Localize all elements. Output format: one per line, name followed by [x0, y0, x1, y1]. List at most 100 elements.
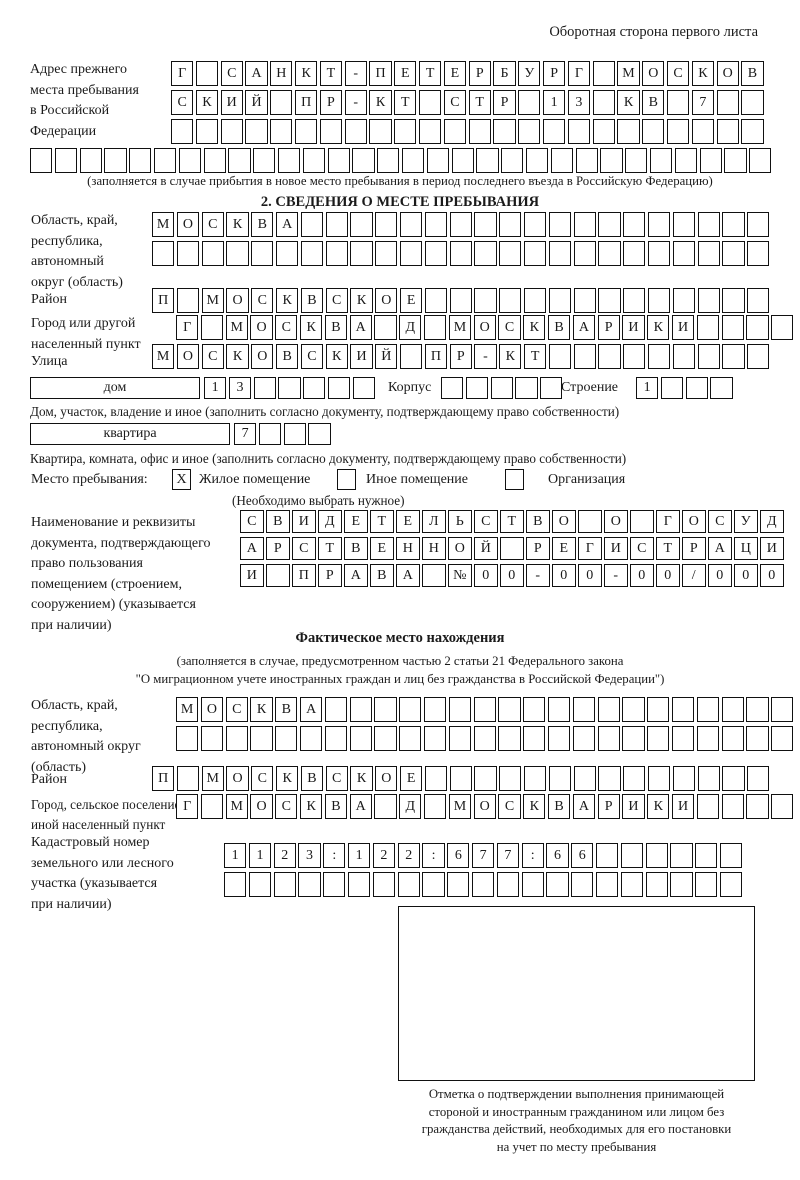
input-cell[interactable] — [399, 726, 422, 751]
input-cell[interactable]: 0 — [500, 564, 524, 587]
input-cell[interactable]: Д — [399, 315, 422, 340]
input-cell[interactable] — [647, 344, 671, 369]
input-cell[interactable]: В — [547, 794, 571, 819]
input-cell[interactable]: 0 — [474, 564, 498, 587]
input-cell[interactable]: 0 — [708, 564, 732, 587]
input-cell[interactable] — [722, 212, 745, 237]
input-cell[interactable] — [277, 148, 301, 173]
input-cell[interactable] — [449, 766, 472, 791]
input-cell[interactable]: 0 — [630, 564, 654, 587]
input-cell[interactable] — [716, 119, 739, 144]
input-cell[interactable] — [722, 241, 745, 266]
input-cell[interactable]: В — [300, 288, 324, 313]
input-cell[interactable] — [372, 872, 396, 897]
korpus-row[interactable] — [441, 377, 565, 399]
input-cell[interactable]: О — [200, 697, 224, 722]
cadastral-row-2[interactable] — [224, 872, 745, 897]
input-cell[interactable] — [399, 212, 423, 237]
input-cell[interactable] — [523, 212, 547, 237]
input-cell[interactable] — [350, 212, 373, 237]
input-cell[interactable]: М — [176, 697, 199, 722]
input-cell[interactable] — [623, 241, 646, 266]
input-cell[interactable] — [474, 766, 497, 791]
input-cell[interactable]: : — [323, 843, 346, 868]
input-cell[interactable]: В — [300, 766, 324, 791]
input-cell[interactable] — [251, 241, 274, 266]
input-cell[interactable]: П — [152, 288, 175, 313]
input-cell[interactable]: Р — [318, 564, 342, 587]
input-cell[interactable]: / — [682, 564, 706, 587]
input-cell[interactable] — [719, 872, 743, 897]
input-cell[interactable] — [550, 148, 574, 173]
input-cell[interactable]: Г — [171, 61, 194, 86]
input-cell[interactable] — [622, 697, 645, 722]
input-cell[interactable] — [319, 119, 343, 144]
input-cell[interactable]: Е — [344, 510, 368, 533]
input-cell[interactable]: И — [760, 537, 784, 560]
input-cell[interactable]: С — [275, 315, 298, 340]
input-cell[interactable]: К — [325, 344, 348, 369]
input-cell[interactable] — [672, 288, 696, 313]
input-cell[interactable] — [195, 119, 219, 144]
input-cell[interactable]: В — [370, 564, 394, 587]
input-cell[interactable] — [176, 766, 200, 791]
input-cell[interactable]: Р — [597, 794, 620, 819]
input-cell[interactable]: А — [572, 794, 596, 819]
input-cell[interactable] — [595, 872, 619, 897]
input-cell[interactable]: М — [201, 288, 224, 313]
input-cell[interactable] — [630, 510, 654, 533]
input-cell[interactable] — [546, 872, 569, 897]
input-cell[interactable] — [671, 697, 695, 722]
input-cell[interactable] — [299, 726, 323, 751]
input-cell[interactable] — [129, 148, 152, 173]
input-cell[interactable] — [620, 843, 644, 868]
input-cell[interactable]: О — [642, 61, 665, 86]
input-cell[interactable] — [572, 697, 596, 722]
input-cell[interactable]: А — [708, 537, 732, 560]
input-cell[interactable]: А — [349, 794, 372, 819]
input-cell[interactable] — [573, 212, 596, 237]
input-cell[interactable]: 0 — [578, 564, 602, 587]
input-cell[interactable] — [595, 843, 619, 868]
input-cell[interactable]: К — [299, 794, 323, 819]
input-cell[interactable] — [548, 766, 572, 791]
input-cell[interactable]: И — [622, 315, 645, 340]
input-cell[interactable] — [741, 90, 764, 115]
input-cell[interactable]: К — [250, 697, 273, 722]
input-cell[interactable]: С — [325, 766, 348, 791]
input-cell[interactable] — [598, 766, 621, 791]
input-cell[interactable] — [443, 119, 467, 144]
input-cell[interactable] — [327, 377, 351, 399]
input-cell[interactable] — [600, 148, 623, 173]
input-cell[interactable] — [375, 212, 398, 237]
input-cell[interactable] — [721, 697, 744, 722]
input-cell[interactable]: С — [275, 794, 298, 819]
input-cell[interactable]: В — [324, 794, 348, 819]
input-cell[interactable] — [325, 241, 348, 266]
input-cell[interactable]: С — [251, 766, 274, 791]
input-cell[interactable]: Й — [474, 537, 498, 560]
input-cell[interactable] — [741, 119, 764, 144]
input-cell[interactable]: С — [220, 61, 243, 86]
input-cell[interactable] — [426, 148, 450, 173]
input-cell[interactable]: К — [275, 766, 299, 791]
input-cell[interactable] — [294, 119, 318, 144]
input-cell[interactable]: О — [250, 315, 273, 340]
input-cell[interactable] — [592, 119, 615, 144]
input-cell[interactable] — [178, 148, 202, 173]
input-cell[interactable] — [598, 241, 621, 266]
input-cell[interactable]: Т — [319, 61, 343, 86]
input-cell[interactable]: С — [474, 510, 498, 533]
input-cell[interactable] — [540, 377, 563, 399]
input-cell[interactable] — [441, 377, 464, 399]
input-cell[interactable] — [176, 726, 199, 751]
input-cell[interactable] — [224, 872, 247, 897]
input-cell[interactable]: И — [220, 90, 243, 115]
input-cell[interactable]: М — [225, 794, 248, 819]
input-cell[interactable]: П — [369, 61, 392, 86]
input-cell[interactable]: К — [647, 315, 670, 340]
input-cell[interactable]: И — [292, 510, 316, 533]
input-cell[interactable]: Й — [245, 90, 268, 115]
